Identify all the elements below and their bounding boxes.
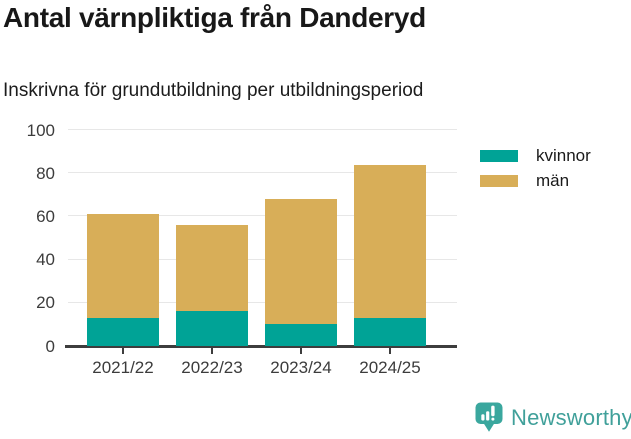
y-tick-label-80: 80 [36,163,55,183]
bar-segment-män-2024/25 [354,164,426,318]
y-tick-label-40: 40 [36,250,55,270]
x-tick-label-2021/22: 2021/22 [92,358,154,377]
y-tick-label-100: 100 [26,120,55,140]
bar-segment-kvinnor-2023/24 [265,324,337,346]
plot-area [65,129,457,354]
x-tick-label-2023/24: 2023/24 [270,358,332,377]
y-tick-label-0: 0 [45,336,55,356]
brand-name: Newsworthy [511,404,631,430]
x-axis-tick-2022/23 [211,348,213,354]
x-axis-labels: 2021/22 2022/23 2023/24 2024/25 [65,358,457,382]
chart-title: Antal värnpliktiga från Danderyd [3,2,426,33]
legend-swatch-kvinnor [480,150,518,162]
bar-segment-kvinnor-2021/22 [87,317,159,346]
legend-label-man: män [536,171,570,190]
y-tick-label-60: 60 [36,206,55,226]
legend-item-kvinnor: kvinnor [480,146,591,165]
stacked-bar-chart: 0 20 40 60 80 100 2021/22 2022/23 2023/24 2024/2… [0,121,591,382]
gridline-80 [68,172,457,174]
gridline-60 [68,215,457,217]
brand-footer: Newsworthy [475,402,631,433]
bar-segment-män-2023/24 [265,199,337,325]
x-axis-tick-2023/24 [300,348,302,354]
newsworthy-logo-icon [475,402,503,432]
x-axis-tick-2021/22 [122,348,124,354]
legend-item-man: män [480,171,591,190]
bar-segment-kvinnor-2024/25 [354,317,426,346]
x-axis-line [65,345,457,348]
bar-segment-kvinnor-2022/23 [176,311,248,346]
y-tick-label-20: 20 [36,293,55,313]
gridline-40 [68,258,457,260]
gridline-20 [68,301,457,303]
x-axis-tick-2024/25 [389,348,391,354]
bar-segment-män-2021/22 [87,214,159,318]
legend-swatch-man [480,175,518,187]
gridline-100 [68,129,457,130]
y-axis: 0 20 40 60 80 100 [0,121,55,356]
legend: kvinnor män [480,146,591,198]
chart-subtitle: Inskrivna för grundutbildning per utbild… [3,80,424,101]
x-tick-label-2022/23: 2022/23 [181,358,243,377]
x-tick-label-2024/25: 2024/25 [359,358,421,377]
legend-label-kvinnor: kvinnor [536,146,591,165]
bar-segment-män-2022/23 [176,225,248,312]
